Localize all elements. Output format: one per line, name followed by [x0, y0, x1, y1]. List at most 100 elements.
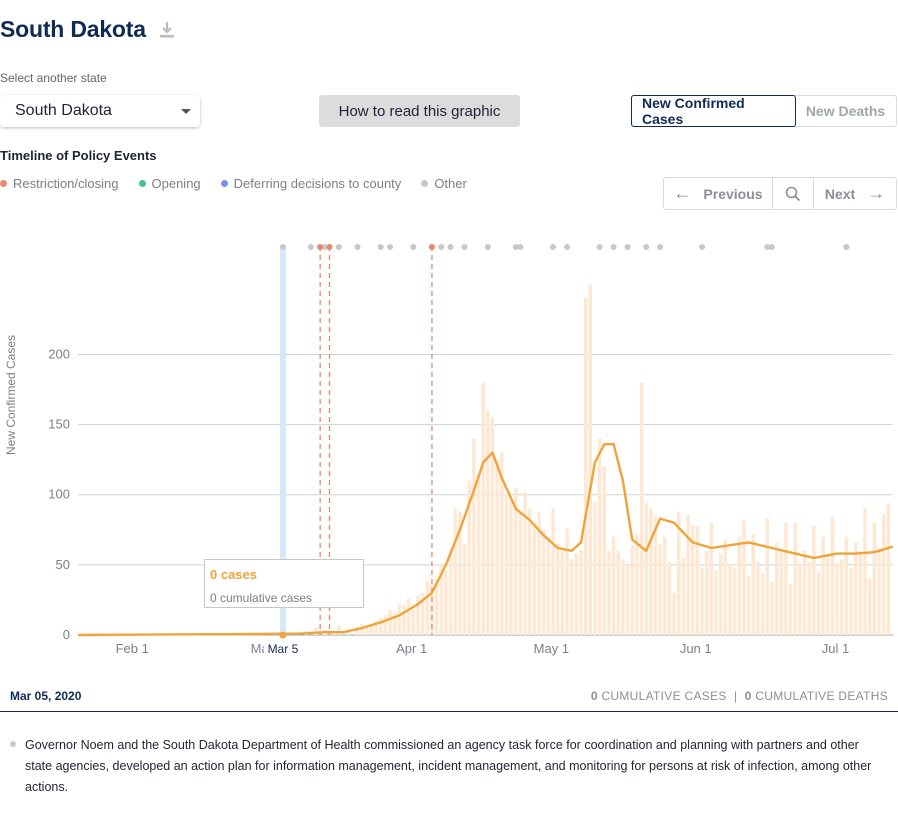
daily-bar [816, 571, 821, 635]
daily-bar [672, 592, 676, 635]
next-label: Next [824, 185, 856, 202]
daily-bar [704, 550, 709, 635]
daily-bar [779, 550, 783, 635]
how-to-read-button[interactable]: How to read this graphic [319, 95, 520, 127]
state-select[interactable]: South Dakota [0, 95, 200, 127]
legend-label: Opening [151, 176, 201, 191]
daily-bar [756, 562, 760, 635]
restriction-event-dot [428, 244, 435, 250]
daily-bar [784, 522, 788, 635]
daily-bar [486, 410, 490, 635]
daily-bar [439, 564, 444, 635]
selected-point [279, 631, 287, 639]
daily-bar [793, 522, 797, 635]
event-dot [438, 244, 445, 250]
daily-bar [500, 452, 504, 635]
search-button[interactable] [773, 178, 814, 209]
daily-bar [458, 511, 462, 635]
title-row: South Dakota [0, 16, 176, 43]
daily-bar [448, 550, 453, 635]
restriction-event-dot [326, 244, 333, 250]
new-confirmed-cases-tab[interactable]: New Confirmed Cases [631, 95, 796, 127]
search-icon [785, 186, 801, 201]
daily-bar [374, 620, 378, 635]
previous-button[interactable]: ← Previous [664, 178, 773, 209]
daily-bar [686, 514, 690, 635]
daily-bar [364, 627, 369, 635]
cumulative-deaths-label: CUMULATIVE DEATHS [755, 688, 888, 703]
daily-bar [821, 536, 825, 635]
page-title: South Dakota [0, 16, 146, 42]
daily-bar [677, 511, 681, 635]
event-dot [517, 244, 524, 250]
chevron-down-icon [181, 109, 191, 114]
daily-bar [690, 525, 695, 635]
restriction-dot-icon [0, 180, 7, 187]
daily-bar [411, 608, 416, 635]
daily-bar [565, 528, 569, 635]
daily-bar [406, 598, 411, 635]
average-line [77, 443, 894, 637]
daily-bar [420, 592, 425, 635]
daily-bar [360, 623, 364, 635]
y-tick-label: 0 [63, 627, 70, 642]
daily-bar [355, 626, 360, 635]
tooltip-cases: 0 cases [210, 567, 257, 582]
x-tick-label: Jun 1 [680, 641, 712, 656]
new-deaths-tab[interactable]: New Deaths [805, 103, 886, 119]
daily-bar [798, 564, 802, 635]
daily-bar [537, 511, 541, 635]
daily-bar [611, 536, 616, 635]
separator: | [734, 688, 738, 703]
other-dot-icon [421, 180, 429, 187]
timeline-title: Timeline of Policy Events [0, 148, 157, 163]
download-icon[interactable] [158, 20, 176, 40]
daily-bar [737, 536, 742, 635]
x-tick-label: Jul 1 [822, 641, 849, 656]
daily-bar [802, 550, 807, 635]
deferring-dot-icon [220, 180, 228, 187]
daily-bar [425, 581, 430, 635]
daily-bar [728, 564, 732, 635]
legend-item-deferring: Deferring decisions to county [220, 176, 401, 191]
daily-bar [807, 562, 811, 635]
daily-bar [518, 511, 523, 635]
daily-bar [546, 536, 551, 635]
daily-bar [602, 466, 607, 635]
daily-bar [476, 473, 481, 635]
daily-bar [607, 550, 611, 635]
daily-bar [569, 559, 574, 635]
cases-chart[interactable]: 0 50 100 150 200 New Confirmed Cases Feb 1 Mar … [0, 225, 898, 670]
daily-bar [504, 494, 509, 635]
daily-bar [593, 501, 597, 635]
daily-bar [858, 550, 863, 635]
selected-date-label-bg [263, 640, 302, 657]
daily-bar [555, 543, 560, 635]
daily-bar [718, 553, 723, 635]
event-dot [699, 244, 706, 250]
daily-bar [863, 508, 867, 635]
daily-bar [527, 508, 532, 635]
daily-bar [444, 570, 448, 635]
daily-bar [583, 298, 588, 635]
event-dot [768, 244, 775, 250]
daily-bar [621, 559, 625, 635]
daily-bar [695, 525, 700, 635]
event-dot [643, 244, 650, 250]
daily-bar [588, 284, 593, 635]
event-dot [461, 244, 468, 250]
y-tick-label: 200 [48, 346, 70, 361]
event-dot [624, 244, 631, 250]
daily-bar [509, 501, 513, 635]
event-dot [377, 244, 384, 250]
daily-bar [844, 536, 849, 635]
daily-bar [732, 567, 737, 635]
legend-item-opening: Opening [138, 176, 201, 191]
event-dot [564, 244, 570, 250]
daily-bar [667, 562, 672, 635]
daily-bar [532, 522, 537, 635]
next-button[interactable]: Next → [814, 178, 896, 209]
event-dot [843, 244, 850, 250]
cumulative-deaths-value: 0 [744, 688, 752, 703]
daily-bar [760, 573, 765, 635]
